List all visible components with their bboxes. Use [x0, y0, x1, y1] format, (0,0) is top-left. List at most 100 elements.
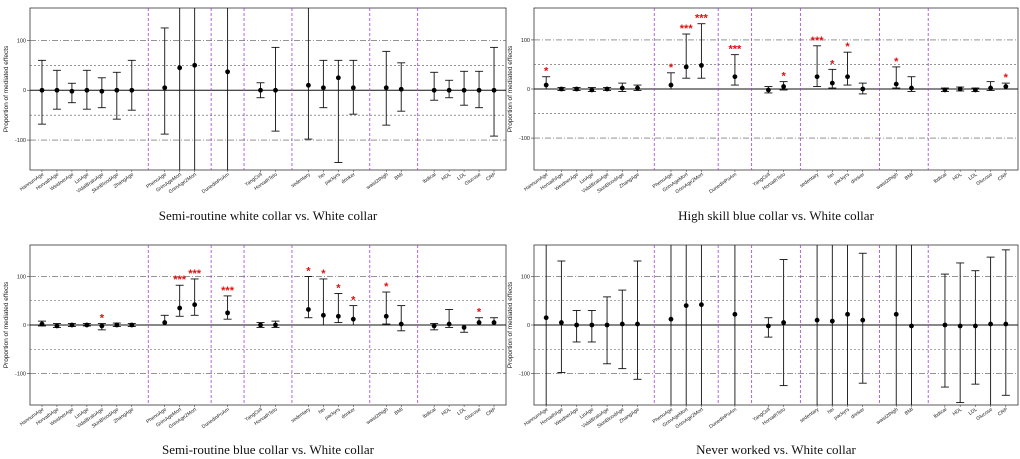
data-point — [942, 322, 948, 328]
data-point — [543, 82, 549, 88]
x-tick-label: LDL — [456, 407, 467, 417]
data-point — [335, 313, 341, 319]
data-point — [431, 323, 437, 329]
significance-marker: *** — [695, 13, 709, 25]
y-axis-label: Proportion of mediated effects — [3, 281, 10, 368]
data-point — [350, 85, 356, 91]
data-point — [491, 320, 497, 325]
data-point — [829, 318, 835, 324]
x-tick-label: lbdtcal — [933, 407, 948, 420]
data-point — [398, 86, 404, 92]
significance-marker: * — [321, 268, 326, 280]
y-tick-label: 100 — [17, 275, 26, 281]
x-tick-label: BMI — [394, 172, 405, 182]
data-point — [446, 321, 452, 327]
data-point — [129, 87, 135, 93]
significance-marker: * — [351, 295, 356, 307]
data-point — [668, 82, 674, 88]
data-point — [225, 310, 230, 316]
data-point — [461, 87, 467, 93]
x-tick-label: lbdtcal — [933, 172, 948, 185]
y-tick-label: 0 — [23, 88, 26, 94]
x-tick-label: HDL — [441, 407, 453, 418]
data-point — [683, 64, 689, 70]
y-tick-label: -100 — [15, 371, 26, 377]
y-axis-label: Proportion of mediated effects — [507, 281, 514, 368]
data-point — [829, 80, 835, 86]
data-point — [491, 87, 497, 93]
panel-title: Semi-routine blue collar vs. White colla… — [162, 442, 375, 457]
x-tick-label: drinker — [850, 172, 866, 186]
data-point — [619, 85, 625, 91]
data-point — [114, 322, 120, 328]
significance-marker: *** — [728, 44, 742, 56]
data-point — [177, 65, 183, 71]
significance-marker: * — [830, 58, 835, 70]
data-point — [1003, 321, 1009, 327]
data-point — [988, 85, 994, 91]
x-tick-label: HDL — [952, 172, 964, 183]
data-point — [129, 322, 135, 328]
y-tick-label: 0 — [527, 87, 530, 93]
data-point — [258, 87, 263, 93]
data-point — [383, 85, 389, 91]
y-tick-label: 100 — [17, 38, 26, 44]
data-point — [84, 87, 90, 93]
significance-marker: *** — [173, 274, 187, 286]
data-point — [814, 317, 820, 323]
x-tick-label: waist2thigh — [875, 172, 899, 191]
x-tick-label: hei — [318, 407, 327, 416]
x-tick-label: sedentary — [799, 171, 821, 189]
data-point — [273, 87, 278, 93]
data-point — [860, 86, 866, 92]
significance-marker: * — [100, 313, 105, 325]
data-point — [320, 312, 326, 318]
x-tick-label: DunedinPoAm — [201, 407, 231, 430]
y-tick-label: -100 — [15, 138, 26, 144]
x-tick-label: sedentary — [290, 406, 312, 424]
x-tick-label: LDL — [968, 407, 979, 417]
significance-marker: * — [1004, 72, 1009, 84]
data-point — [765, 87, 771, 93]
data-point — [99, 88, 105, 94]
data-point — [177, 305, 183, 311]
x-tick-label: waist2thigh — [365, 172, 389, 191]
x-tick-label: drinker — [850, 407, 866, 421]
data-point — [54, 87, 60, 93]
panel-title: Never worked vs. White collar — [696, 442, 856, 457]
x-tick-label: BMI — [904, 407, 915, 417]
x-tick-label: drinker — [340, 172, 356, 186]
data-point — [988, 321, 994, 327]
y-axis-label: Proportion of mediated effects — [3, 45, 10, 132]
x-tick-label: hei — [318, 172, 327, 181]
data-point — [765, 323, 771, 329]
x-tick-label: BMI — [394, 407, 405, 417]
data-point — [69, 322, 75, 328]
data-point — [972, 87, 978, 93]
data-point — [814, 74, 820, 80]
data-point — [383, 313, 389, 319]
data-point — [619, 321, 625, 327]
x-tick-label: CRP — [997, 406, 1010, 417]
data-point — [604, 86, 610, 92]
y-tick-label: -100 — [519, 136, 530, 142]
significance-marker: *** — [221, 285, 235, 297]
data-point — [845, 74, 850, 80]
data-point — [39, 87, 45, 93]
x-tick-label: LDL — [456, 172, 467, 182]
data-point — [54, 323, 60, 329]
data-point — [957, 323, 963, 329]
data-point — [574, 322, 580, 328]
x-tick-label: Glucose — [464, 407, 483, 423]
x-tick-label: sedentary — [290, 171, 312, 189]
data-point — [683, 303, 689, 309]
x-tick-label: DunedinPoAm — [201, 172, 231, 195]
x-tick-label: CRP — [485, 171, 498, 182]
data-point — [781, 320, 787, 325]
significance-marker: *** — [188, 268, 202, 280]
data-point — [893, 81, 899, 87]
data-point — [99, 323, 105, 329]
significance-marker: * — [845, 41, 850, 53]
data-point — [39, 321, 45, 327]
